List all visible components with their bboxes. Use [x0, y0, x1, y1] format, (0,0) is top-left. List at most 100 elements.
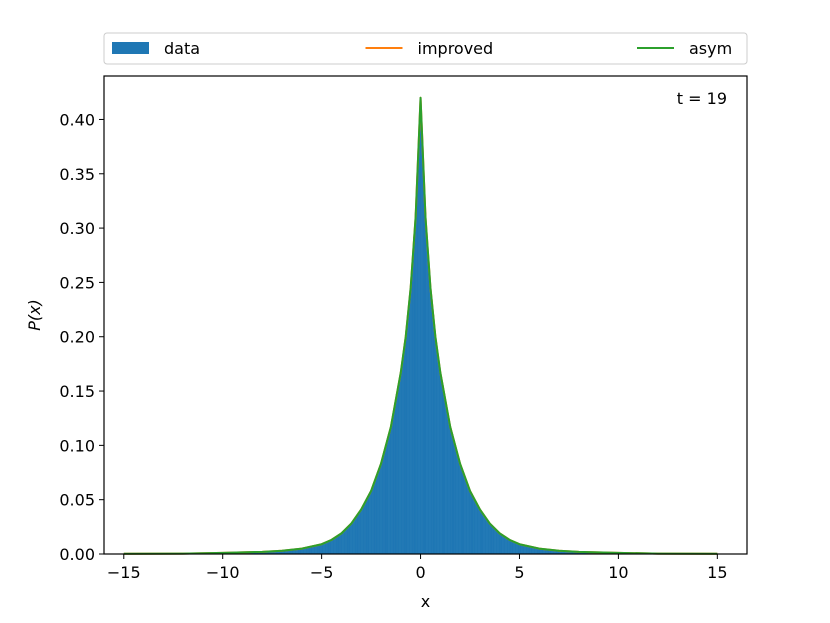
histogram-bar: [501, 535, 504, 555]
histogram-bar: [329, 540, 332, 555]
histogram-bar: [516, 543, 519, 555]
x-tick-label: 10: [608, 563, 628, 582]
x-axis-ticks: −15 −10 −5 0 5 10 15: [107, 554, 728, 582]
histogram-bar: [422, 176, 425, 555]
histogram-bar: [362, 504, 365, 555]
histogram-bar: [517, 543, 520, 555]
legend-label-improved: improved: [418, 39, 494, 58]
histogram-bar: [490, 525, 493, 555]
histogram-bar: [405, 330, 408, 555]
histogram-bar: [427, 259, 430, 555]
y-tick-label: 0.15: [59, 382, 95, 401]
histogram-bar: [435, 343, 438, 555]
histogram-bar: [387, 434, 390, 555]
histogram-bar: [394, 402, 397, 555]
y-axis-label: P(x): [25, 299, 44, 331]
histogram-bar: [503, 536, 506, 555]
y-tick-label: 0.00: [59, 545, 95, 564]
histogram-bar: [481, 512, 484, 555]
histogram-bar: [364, 501, 367, 555]
histogram-bar: [419, 103, 422, 555]
histogram-bar: [357, 512, 360, 555]
histogram-bar: [370, 489, 373, 555]
histogram-bar: [346, 526, 349, 555]
histogram-bar: [411, 259, 414, 555]
histogram-bar: [465, 481, 468, 555]
histogram-bar: [345, 528, 348, 555]
histogram-bar: [337, 535, 340, 555]
histogram-bar: [354, 517, 357, 555]
histogram-bar: [414, 212, 417, 555]
histogram-bar: [326, 541, 329, 555]
x-tick-label: 15: [707, 563, 727, 582]
histogram-bar: [495, 530, 498, 555]
histogram-bar: [348, 525, 351, 555]
histogram-bar: [493, 528, 496, 555]
histogram-bar: [324, 542, 327, 555]
histogram-bar: [383, 451, 386, 555]
histogram-bar: [332, 538, 335, 555]
histogram-bar: [384, 445, 387, 555]
histogram-bar: [520, 544, 523, 555]
histogram-bar: [430, 299, 433, 555]
legend-handle-data: [112, 42, 149, 54]
histogram-bar: [376, 472, 379, 555]
histogram-bar: [482, 514, 485, 555]
histogram-bar: [361, 507, 363, 555]
histogram-bar: [473, 498, 476, 555]
histogram-bar: [416, 176, 419, 555]
histogram-bar: [440, 376, 443, 555]
histogram-bar: [468, 489, 471, 555]
histogram-bar: [319, 544, 322, 555]
histogram-bar: [478, 507, 481, 555]
histogram-bar: [372, 485, 375, 555]
histogram-bar: [487, 521, 490, 555]
y-tick-label: 0.05: [59, 491, 95, 510]
histogram-bar: [476, 504, 479, 555]
histogram-bar: [479, 510, 482, 555]
y-tick-label: 0.20: [59, 328, 95, 347]
histogram-bar: [508, 539, 511, 555]
legend-label-asym: asym: [689, 39, 732, 58]
histogram-bar: [429, 282, 431, 555]
histogram-data: [123, 103, 718, 555]
histogram-bar: [506, 538, 509, 555]
histogram-bar: [368, 493, 371, 555]
histogram-bar: [437, 355, 439, 555]
histogram-bar: [497, 531, 500, 555]
x-tick-label: 0: [415, 563, 425, 582]
histogram-bar: [433, 330, 436, 555]
histogram-bar: [395, 394, 398, 555]
histogram-bar: [330, 539, 333, 555]
histogram-bar: [342, 531, 344, 555]
histogram-bar: [410, 282, 412, 555]
histogram-bar: [462, 472, 465, 555]
histogram-bar: [391, 420, 393, 555]
y-tick-label: 0.25: [59, 273, 95, 292]
histogram-bar: [441, 385, 444, 555]
histogram-bar: [457, 457, 460, 555]
histogram-bar: [365, 498, 368, 555]
histogram-bar: [459, 463, 462, 555]
histogram-bar: [424, 212, 427, 555]
histogram-bar: [402, 355, 405, 555]
histogram-bar: [349, 523, 352, 555]
histogram-bar: [359, 510, 362, 555]
histogram-bar: [492, 526, 495, 555]
histogram-bar: [484, 517, 487, 555]
line-asym: [123, 96, 718, 555]
histogram-bar: [399, 376, 401, 555]
histogram-bar: [408, 299, 411, 555]
histogram-bar: [378, 468, 381, 555]
histogram-bar: [463, 476, 466, 555]
histogram-bar: [421, 139, 424, 555]
histogram-bar: [500, 534, 503, 555]
histogram-bar: [432, 315, 435, 555]
histogram-bar: [418, 139, 420, 555]
histogram-bar: [321, 543, 324, 555]
histogram-bar: [498, 533, 501, 555]
histogram-bar: [403, 343, 406, 555]
x-tick-label: −10: [206, 563, 240, 582]
histogram-bar: [343, 530, 346, 555]
